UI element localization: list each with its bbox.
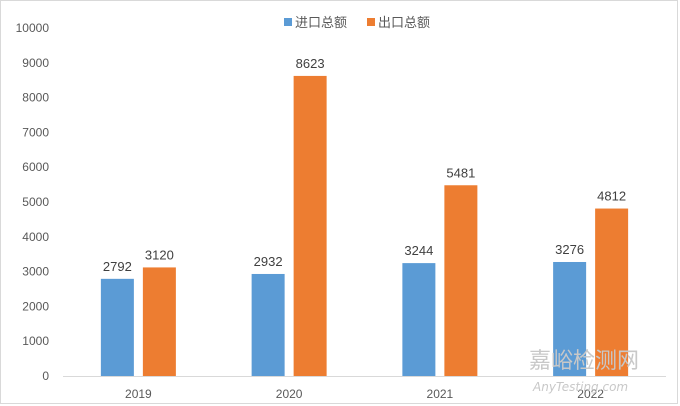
y-tick-label: 0 [42, 369, 49, 383]
watermark: 嘉峪检测网 AnyTesting.com [529, 349, 639, 394]
y-tick-label: 9000 [22, 56, 49, 70]
data-label: 5481 [446, 165, 475, 180]
x-axis: 2019 2020 2021 2022 [63, 376, 666, 401]
data-label: 3244 [404, 243, 433, 258]
data-label: 4812 [597, 189, 626, 204]
bar-export [444, 185, 478, 376]
x-tick-label: 2020 [276, 387, 303, 401]
bar-export [293, 75, 327, 376]
bar-import [251, 273, 285, 376]
y-axis: 0 1000 2000 3000 4000 5000 6000 7000 8000 9000 100… [16, 21, 50, 383]
y-tick-label: 6000 [22, 160, 49, 174]
y-tick-label: 3000 [22, 265, 49, 279]
y-tick-label: 5000 [22, 195, 49, 209]
x-tick-label: 2021 [427, 387, 454, 401]
watermark-cn: 嘉峪检测网 [529, 349, 639, 374]
data-label: 3276 [555, 242, 584, 257]
y-tick-label: 1000 [22, 334, 49, 348]
watermark-en: AnyTesting.com [532, 380, 628, 394]
bar-import [100, 278, 134, 376]
bar-export [595, 208, 629, 376]
bar-export [142, 267, 176, 376]
bars [100, 75, 629, 376]
legend-swatch [367, 18, 375, 26]
data-label: 2932 [254, 254, 283, 269]
bar-import [402, 263, 436, 376]
legend-swatch [284, 18, 292, 26]
data-label: 3120 [145, 247, 174, 262]
x-tick-label: 2019 [125, 387, 152, 401]
legend-label: 进口总额 [295, 15, 347, 30]
y-tick-label: 8000 [22, 91, 49, 105]
y-tick-label: 4000 [22, 230, 49, 244]
legend: 进口总额 出口总额 [284, 15, 430, 30]
data-label: 8623 [296, 56, 325, 71]
y-tick-label: 2000 [22, 299, 49, 313]
legend-label: 出口总额 [378, 15, 430, 30]
y-tick-label: 10000 [16, 21, 50, 35]
data-labels: 2792 3120 2932 8623 3244 5481 3276 4812 [103, 56, 626, 274]
y-tick-label: 7000 [22, 125, 49, 139]
data-label: 2792 [103, 259, 132, 274]
x-tick-label: 2022 [577, 387, 604, 401]
bar-import [553, 261, 587, 376]
